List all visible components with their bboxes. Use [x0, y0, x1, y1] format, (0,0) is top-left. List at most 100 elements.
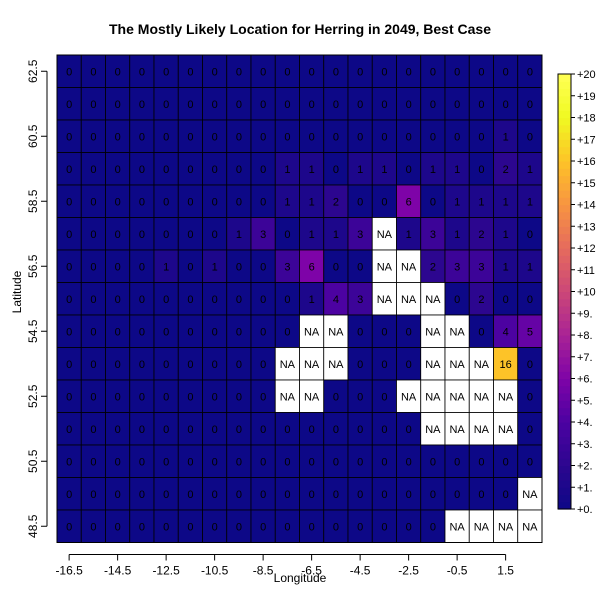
cell-value-label: NA [449, 424, 465, 436]
cell-value-label: 2 [478, 294, 484, 306]
legend-color-step [558, 255, 571, 264]
heatmap-cell [56, 314, 82, 348]
heatmap-cell [177, 152, 203, 186]
cell-value-label: 0 [381, 326, 387, 338]
cell-value-label: 0 [381, 196, 387, 208]
cell-value-label: 0 [66, 294, 72, 306]
cell-value-label: 1 [503, 196, 509, 208]
cell-value-label: 0 [163, 294, 169, 306]
legend-color-step [558, 291, 571, 300]
heatmap-cell [105, 477, 131, 511]
legend-color-step [558, 414, 571, 423]
legend-color-step [558, 110, 571, 119]
cell-value-label: 0 [115, 99, 121, 111]
cell-value-label: 0 [139, 261, 145, 273]
legend-label: +16 [577, 156, 596, 168]
cell-value-label: 0 [187, 391, 193, 403]
legend-color-step [558, 364, 571, 372]
heatmap-cell [420, 347, 446, 381]
legend-color-step [558, 501, 571, 510]
heatmap-cell [274, 54, 300, 88]
cell-value-label: 0 [357, 391, 363, 403]
cell-value-label: 0 [66, 359, 72, 371]
legend-color-step [558, 472, 571, 481]
cell-value-label: 0 [284, 229, 290, 241]
heatmap-cell [226, 282, 252, 316]
cell-value-label: 0 [212, 164, 218, 176]
heatmap-cell [323, 444, 349, 478]
heatmap-cell [177, 54, 203, 88]
cell-value-label: 0 [503, 489, 509, 501]
heatmap-cell [80, 119, 106, 153]
cell-value-label: 0 [236, 99, 242, 111]
cell-value-label: 0 [236, 66, 242, 78]
cell-value-label: 0 [260, 164, 266, 176]
heatmap-cell [250, 87, 276, 121]
heatmap-cell [80, 412, 106, 446]
cell-value-label: 0 [406, 99, 412, 111]
heatmap-cell [468, 444, 494, 478]
cell-value-label: 1 [430, 164, 436, 176]
legend-color-step [558, 117, 571, 126]
heatmap-cell [80, 509, 106, 543]
cell-value-label: 1 [309, 294, 315, 306]
cell-value-label: 0 [430, 489, 436, 501]
heatmap-cell [420, 509, 446, 543]
cell-value-label: 0 [212, 131, 218, 143]
cell-value-label: 0 [260, 99, 266, 111]
heatmap-cell [468, 509, 494, 543]
heatmap-cell [493, 412, 519, 446]
cell-value-label: 0 [236, 196, 242, 208]
x-tick-label: -6.5 [301, 564, 322, 578]
cell-value-label: 0 [66, 66, 72, 78]
legend-label: +14 [577, 200, 596, 212]
cell-value-label: 0 [430, 456, 436, 468]
heatmap-cell [202, 87, 228, 121]
heatmap-cell [468, 54, 494, 88]
cell-value-label: 0 [90, 66, 96, 78]
x-tick-label: -14.5 [104, 564, 132, 578]
heatmap-cell [202, 412, 228, 446]
cell-value-label: 0 [357, 521, 363, 533]
cell-value-label: NA [498, 391, 514, 403]
legend-label: +17 [577, 134, 596, 146]
legend-color-step [558, 269, 571, 278]
cell-value-label: 0 [187, 521, 193, 533]
legend-label: +12 [577, 243, 596, 255]
cell-value-label: 3 [478, 261, 484, 273]
cell-value-label: 0 [90, 424, 96, 436]
cell-value-label: 0 [406, 359, 412, 371]
cell-value-label: 0 [381, 99, 387, 111]
heatmap-cell [444, 152, 470, 186]
heatmap-cell [493, 379, 519, 413]
cell-value-label: 0 [90, 359, 96, 371]
y-tick-label: 50.5 [26, 449, 40, 473]
cell-value-label: 1 [212, 261, 218, 273]
cell-value-label: 0 [454, 66, 460, 78]
cell-value-label: 0 [163, 164, 169, 176]
cell-value-label: 0 [478, 131, 484, 143]
cell-value-label: NA [425, 424, 441, 436]
legend-color-step [558, 103, 571, 111]
cell-value-label: NA [304, 391, 320, 403]
cell-value-label: 1 [527, 196, 533, 208]
heatmap-cell [80, 379, 106, 413]
heatmap-cell [202, 184, 228, 218]
cell-value-label: 16 [500, 359, 512, 371]
cell-value-label: 0 [503, 294, 509, 306]
legend-color-step [558, 327, 571, 336]
heatmap-cell [493, 119, 519, 153]
cell-value-label: 4 [503, 326, 509, 338]
cell-value-label: 1 [381, 164, 387, 176]
cell-value-label: NA [425, 391, 441, 403]
cell-value-label: 6 [309, 261, 315, 273]
heatmap-cell [250, 444, 276, 478]
cell-value-label: 0 [187, 131, 193, 143]
cell-value-label: 0 [115, 326, 121, 338]
cell-value-label: 0 [187, 359, 193, 371]
legend-color-step [558, 197, 571, 206]
y-tick-label: 52.5 [26, 384, 40, 408]
cell-value-label: NA [425, 359, 441, 371]
cell-value-label: 1 [503, 229, 509, 241]
cell-value-label: 0 [478, 99, 484, 111]
